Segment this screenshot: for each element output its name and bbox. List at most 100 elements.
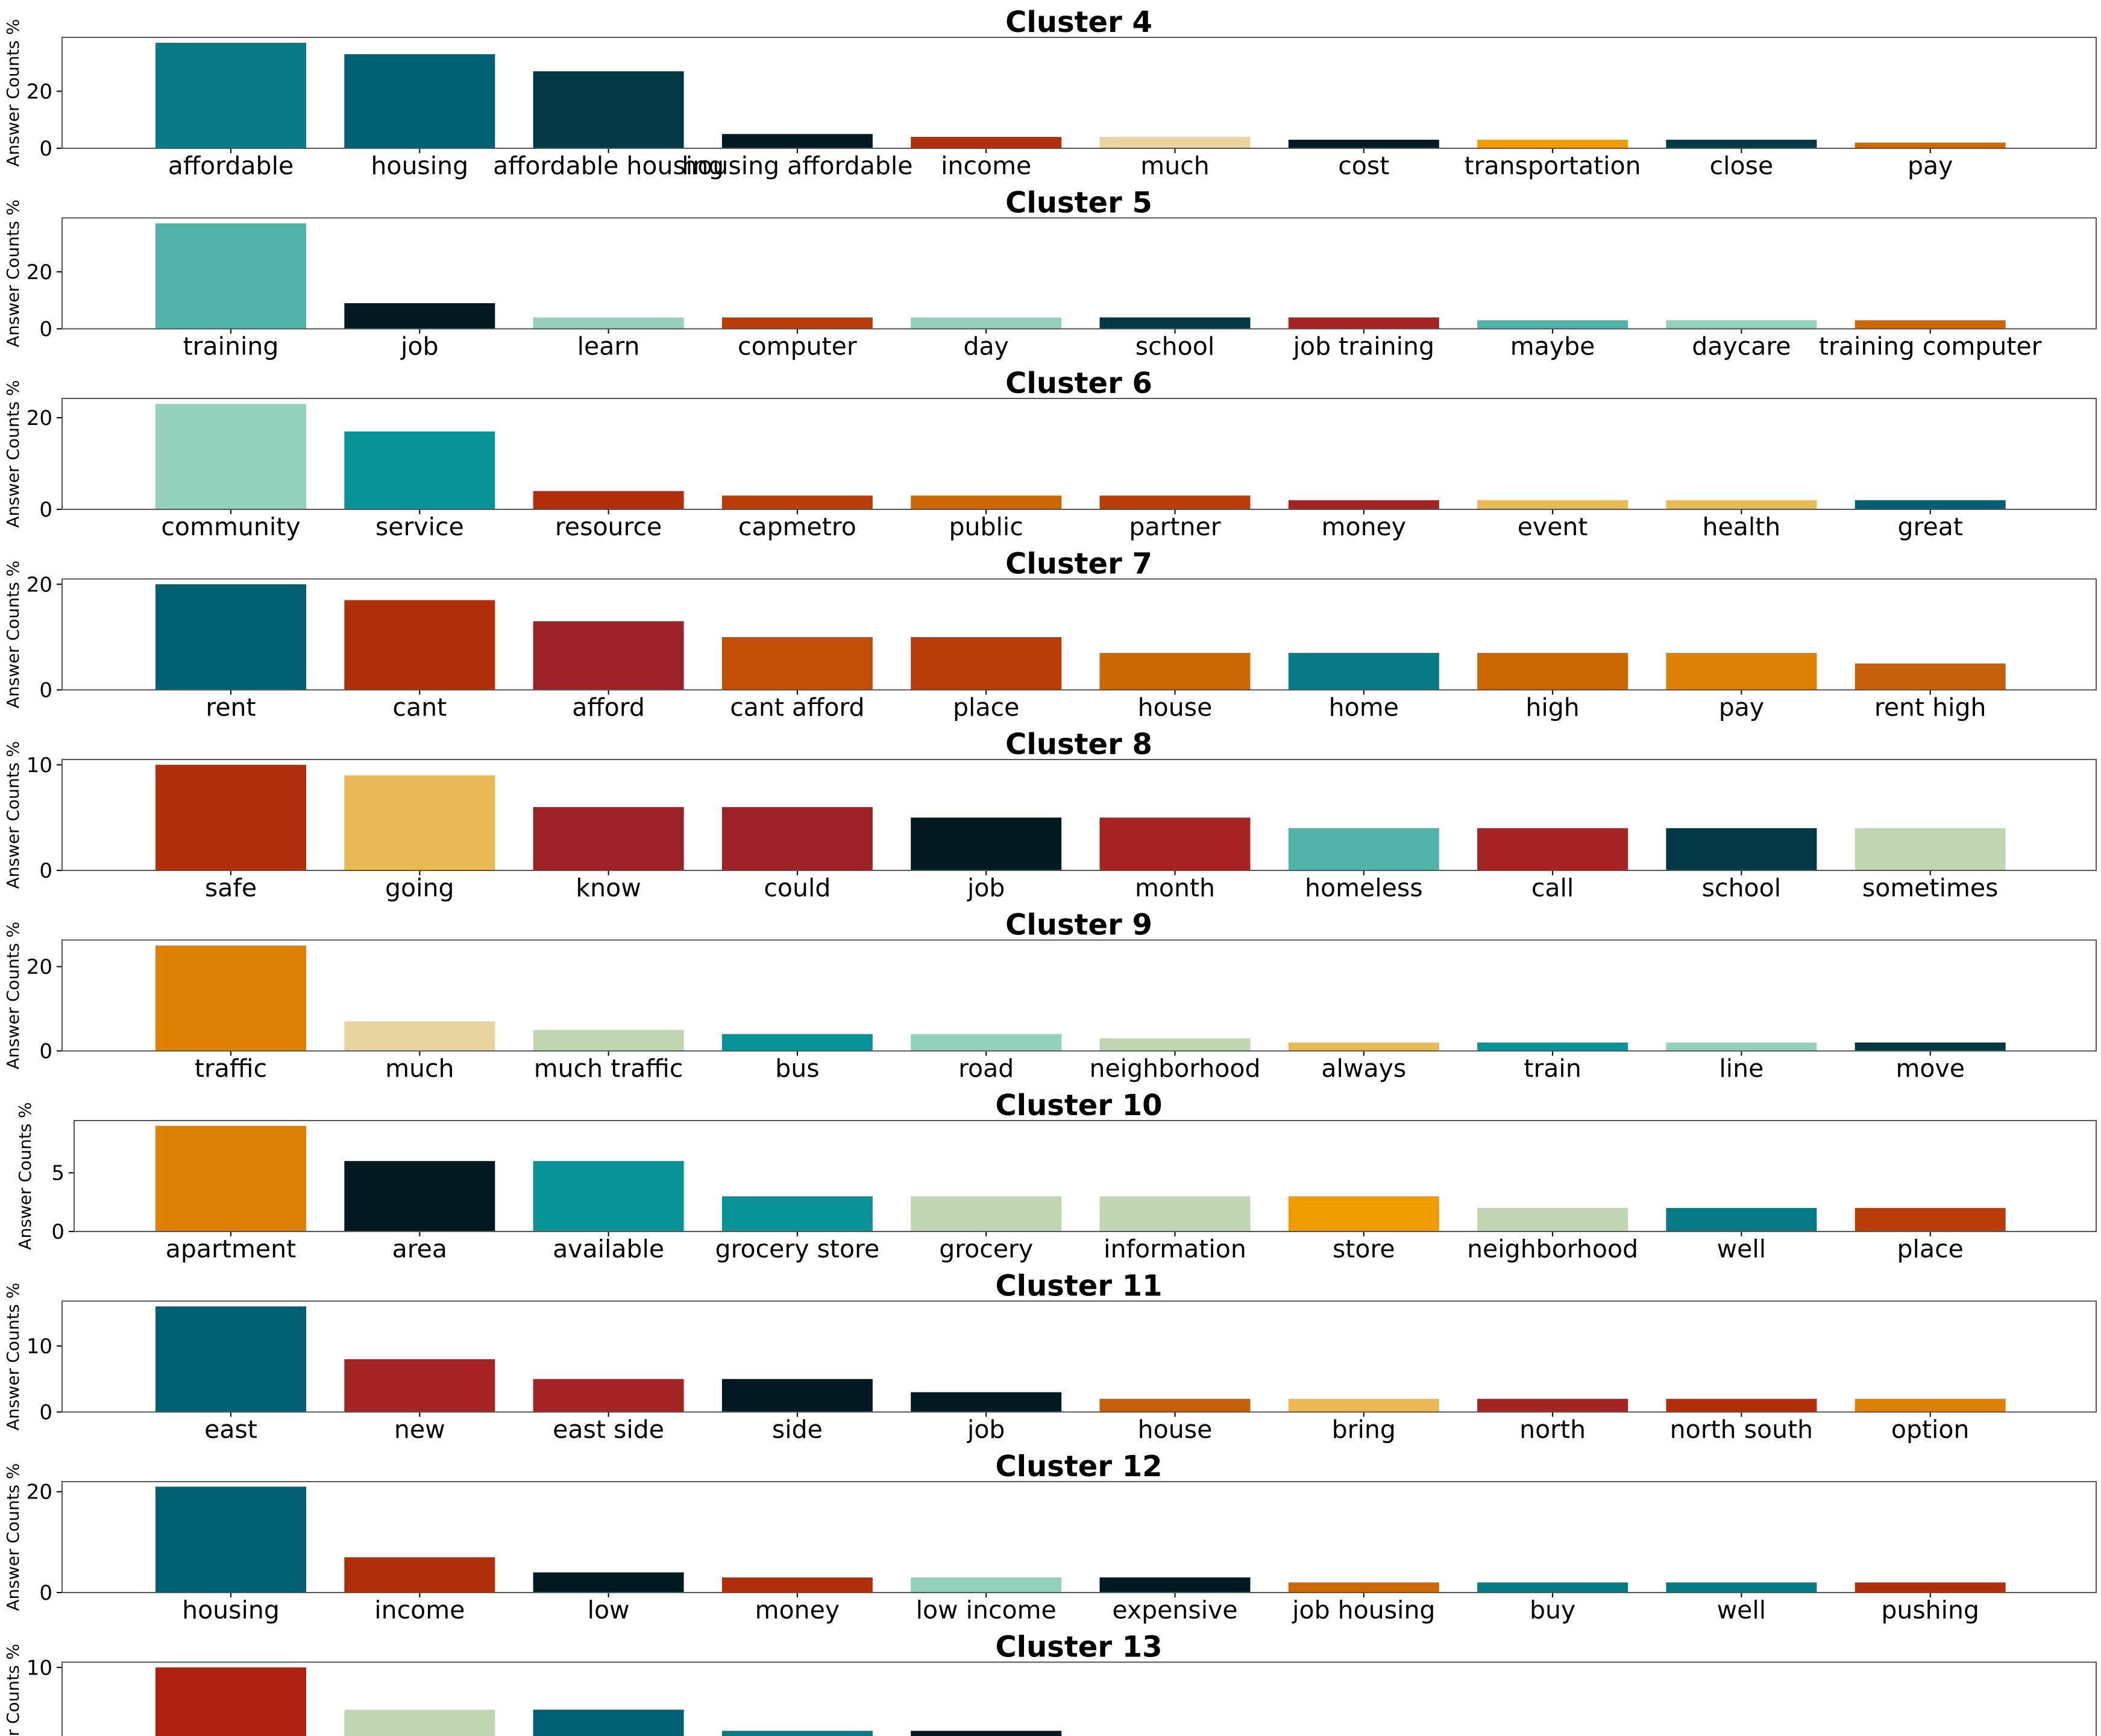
cluster-5-bar [1477, 1042, 1628, 1051]
cluster-6-xtick-label: area [392, 1234, 447, 1263]
cluster-4-xtick-label: know [576, 873, 641, 902]
cluster-3-ytick-label: 20 [27, 573, 52, 597]
cluster-7-xtick-label: north [1519, 1415, 1586, 1444]
cluster-3-xtick-label: high [1525, 693, 1579, 722]
cluster-3-xtick-label: house [1138, 693, 1213, 722]
cluster-2-xtick-label: health [1703, 512, 1781, 541]
cluster-0-xtick-label: housing affordable [682, 151, 912, 180]
cluster-3-bar [1477, 653, 1628, 690]
cluster-4-bar [155, 764, 306, 870]
cluster-0-xtick-label: housing [371, 151, 468, 180]
cluster-8-bar [1288, 1582, 1439, 1593]
cluster-7-axes-frame [61, 1300, 2097, 1413]
cluster-6-bar [1099, 1196, 1251, 1231]
cluster-3-bar [155, 584, 306, 690]
cluster-8-xtick-label: income [374, 1596, 465, 1624]
cluster-7-xtick-label: bring [1332, 1415, 1396, 1444]
cluster-3-ylabel: Answer Counts % [3, 561, 23, 708]
cluster-7-ytick-label: 10 [27, 1335, 52, 1359]
cluster-2-axes-frame [61, 398, 2097, 510]
cluster-2-xtick-label: money [1322, 512, 1407, 541]
cluster-6-bar [1666, 1208, 1817, 1231]
cluster-0-xtick-label: cost [1338, 151, 1389, 180]
cluster-7-bar [1099, 1398, 1251, 1412]
cluster-5-ytick-label: 20 [27, 955, 52, 980]
cluster-6-xtick-label: available [553, 1234, 664, 1263]
cluster-6-xtick-label: store [1333, 1234, 1395, 1263]
cluster-7-xtick-label: option [1891, 1415, 1970, 1444]
cluster-9-bar [533, 1709, 684, 1736]
cluster-6-xtick-label: neighborhood [1467, 1234, 1638, 1263]
cluster-8-ylabel: Answer Counts % [3, 1463, 23, 1611]
cluster-6-bar [1288, 1196, 1439, 1231]
cluster-5-xtick-label: bus [775, 1054, 819, 1083]
cluster-5-bar [1854, 1042, 2006, 1051]
cluster-1-xtick-label: job training [1293, 332, 1434, 361]
cluster-0-bar [1666, 139, 1817, 148]
cluster-3-ytick-label: 0 [39, 679, 52, 703]
cluster-1-xtick-label: school [1135, 332, 1214, 361]
cluster-8-bar [911, 1577, 1062, 1593]
cluster-3-bar [344, 600, 495, 690]
cluster-9-axes-frame [61, 1661, 2097, 1736]
cluster-1-xtick-label: day [963, 332, 1008, 361]
cluster-3-xtick-label: pay [1719, 693, 1764, 722]
cluster-7-bar [155, 1306, 306, 1412]
cluster-8-xtick-label: expensive [1112, 1596, 1237, 1624]
cluster-2-bar [1288, 500, 1439, 509]
cluster-5-ylabel: Answer Counts % [3, 922, 23, 1069]
cluster-2-ytick-label: 20 [27, 406, 52, 430]
cluster-0-xtick-label: pay [1908, 151, 1953, 180]
cluster-1-title: Cluster 5 [1005, 186, 1152, 220]
cluster-3-axes-frame [61, 578, 2097, 691]
cluster-0-bar [1099, 137, 1251, 148]
cluster-4-xtick-label: homeless [1305, 873, 1423, 902]
cluster-6-xtick-label: apartment [166, 1234, 296, 1263]
cluster-2-bar [721, 495, 873, 509]
cluster-6-ytick-label: 0 [51, 1220, 64, 1244]
cluster-8-bar [533, 1572, 684, 1593]
cluster-2-xtick-label: service [375, 512, 464, 541]
cluster-4-bar [533, 807, 684, 870]
cluster-4-xtick-label: call [1531, 873, 1574, 902]
cluster-2-xtick-label: partner [1129, 512, 1220, 541]
cluster-9-panel: Cluster 13 Answer Counts % 10 [3, 1631, 2097, 1736]
cluster-6-title: Cluster 10 [995, 1089, 1162, 1122]
cluster-3-xtick-label: home [1329, 693, 1399, 722]
cluster-3-bar [911, 637, 1062, 690]
cluster-6-ytick-label: 5 [51, 1162, 64, 1186]
cluster-2-xtick-label: resource [555, 512, 662, 541]
cluster-5-xtick-label: much traffic [534, 1054, 683, 1083]
cluster-0-bar [533, 71, 684, 148]
cluster-0-bar [1477, 139, 1628, 148]
cluster-8-bar [721, 1577, 873, 1593]
cluster-1-bar [1099, 317, 1251, 329]
cluster-2-bar [533, 491, 684, 509]
cluster-8-bar [1099, 1577, 1251, 1593]
cluster-6-bar [911, 1196, 1062, 1231]
cluster-1-xtick-label: job [400, 332, 439, 361]
cluster-8-bar [1477, 1582, 1628, 1593]
cluster-3-bar [1288, 653, 1439, 690]
cluster-4-xtick-label: month [1135, 873, 1215, 902]
cluster-4-ylabel: Answer Counts % [3, 741, 23, 888]
cluster-7-xtick-label: job [967, 1415, 1005, 1444]
cluster-0-xtick-label: much [1140, 151, 1209, 180]
cluster-4-bar [344, 775, 495, 870]
cluster-7-bar [344, 1359, 495, 1412]
cluster-1-xtick-label: maybe [1510, 332, 1595, 361]
cluster-8-xtick-label: low [588, 1596, 630, 1624]
cluster-1-xtick-label: training [183, 332, 279, 361]
cluster-9-bar [911, 1731, 1062, 1736]
cluster-7-xtick-label: north south [1670, 1415, 1814, 1444]
cluster-4-title: Cluster 8 [1005, 728, 1152, 761]
cluster-7-bar [533, 1379, 684, 1412]
cluster-1-xtick-label: computer [738, 332, 857, 361]
cluster-2-ytick-label: 0 [39, 498, 52, 522]
cluster-3-xtick-label: cant afford [730, 693, 864, 722]
cluster-3-title: Cluster 7 [1005, 547, 1152, 581]
cluster-3-xtick-label: cant [392, 693, 447, 722]
cluster-5-xtick-label: neighborhood [1089, 1054, 1260, 1083]
cluster-8-xtick-label: job housing [1292, 1596, 1435, 1624]
